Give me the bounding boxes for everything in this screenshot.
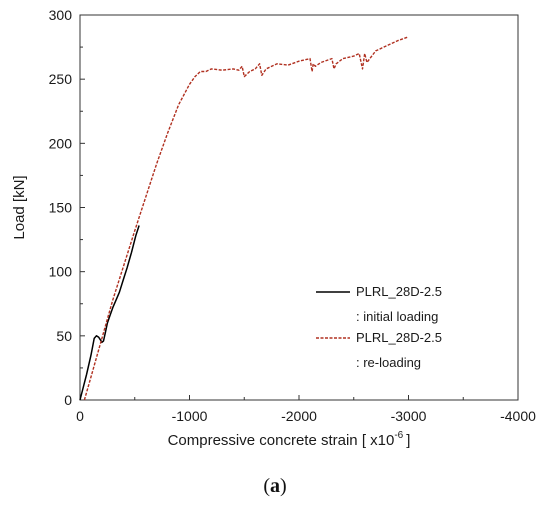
x-tick-label: -3000 — [391, 408, 427, 424]
y-tick-label: 300 — [49, 7, 73, 23]
series-line-1 — [79, 225, 140, 401]
y-tick-label: 100 — [49, 264, 73, 280]
y-tick-label: 50 — [56, 328, 72, 344]
x-axis-title-close: ] — [406, 432, 410, 449]
y-tick-label: 200 — [49, 135, 73, 151]
legend-note-2: : re-loading — [356, 355, 421, 370]
series-line-2 — [83, 36, 409, 401]
y-tick-label: 150 — [49, 200, 73, 216]
y-tick-label: 250 — [49, 71, 73, 87]
legend-label-2: PLRL_28D-2.5 — [356, 330, 442, 345]
y-tick-label: 0 — [64, 392, 72, 408]
x-axis-title-exponent: -6 — [394, 430, 403, 441]
x-axis-title: Compressive concrete strain [ x10-6] — [168, 430, 411, 449]
x-tick-label: -2000 — [281, 408, 317, 424]
plot-frame — [79, 14, 519, 401]
x-tick-label: -1000 — [172, 408, 208, 424]
legend-note-1: : initial loading — [356, 309, 438, 324]
x-axis-title-main: Compressive concrete strain [ x10 — [168, 432, 395, 449]
figure-caption: (a) — [263, 475, 287, 497]
legend-label-1: PLRL_28D-2.5 — [356, 284, 442, 299]
x-tick-label: -4000 — [500, 408, 536, 424]
x-tick-label: 0 — [76, 408, 84, 424]
caption-letter: a — [270, 475, 280, 497]
y-axis-title: Load [kN] — [11, 175, 28, 239]
